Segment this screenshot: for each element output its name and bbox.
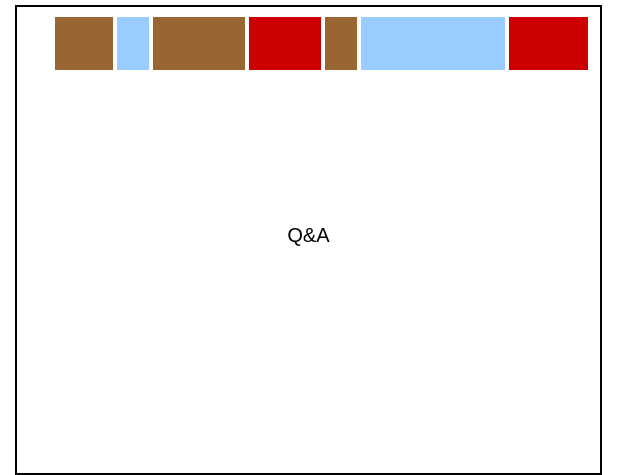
decorative-stripe-bar <box>55 17 588 70</box>
slide: Q&A <box>15 5 602 475</box>
stripe-brown-2 <box>153 17 245 70</box>
stripe-brown-1 <box>55 17 113 70</box>
stripe-blue-1 <box>117 17 149 70</box>
stripe-brown-3 <box>325 17 357 70</box>
stripe-blue-2 <box>361 17 505 70</box>
slide-title: Q&A <box>287 225 330 247</box>
stripe-red-2 <box>509 17 588 70</box>
stripe-red-1 <box>249 17 321 70</box>
